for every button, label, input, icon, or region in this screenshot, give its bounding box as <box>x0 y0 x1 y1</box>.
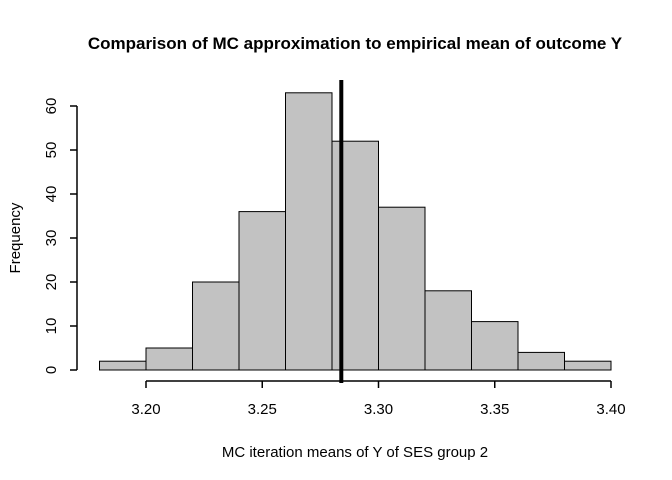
y-axis: 0 10 20 30 40 50 60 <box>43 98 78 374</box>
x-tick-label: 3.40 <box>596 401 625 418</box>
x-tick-label: 3.35 <box>480 401 509 418</box>
x-axis-label: MC iteration means of Y of SES group 2 <box>222 444 488 461</box>
x-tick-label: 3.25 <box>248 401 277 418</box>
y-tick-label: 20 <box>43 274 60 291</box>
histogram-bar <box>517 351 565 371</box>
histogram-bar <box>424 290 472 371</box>
y-tick-label: 60 <box>43 98 60 115</box>
histogram-bar <box>331 140 379 371</box>
histogram-bar <box>99 360 147 371</box>
histogram-bar <box>145 347 193 371</box>
histogram-bar <box>564 360 612 371</box>
histogram-bar <box>238 211 286 371</box>
x-axis: 3.20 3.25 3.30 3.35 3.40 <box>131 380 626 418</box>
chart-title: Comparison of MC approximation to empiri… <box>88 34 623 53</box>
x-tick-label: 3.20 <box>131 401 160 418</box>
histogram-bar <box>471 321 519 371</box>
y-tick-label: 50 <box>43 142 60 159</box>
y-tick-label: 10 <box>43 318 60 335</box>
y-tick-label: 40 <box>43 186 60 203</box>
y-axis-label: Frequency <box>7 202 24 273</box>
y-tick-label: 0 <box>43 366 60 374</box>
histogram-bar <box>192 281 240 371</box>
y-tick-label: 30 <box>43 230 60 247</box>
bars-group <box>99 92 612 371</box>
histogram-bar <box>285 92 333 371</box>
x-tick-label: 3.30 <box>364 401 393 418</box>
histogram-bar <box>378 206 426 371</box>
